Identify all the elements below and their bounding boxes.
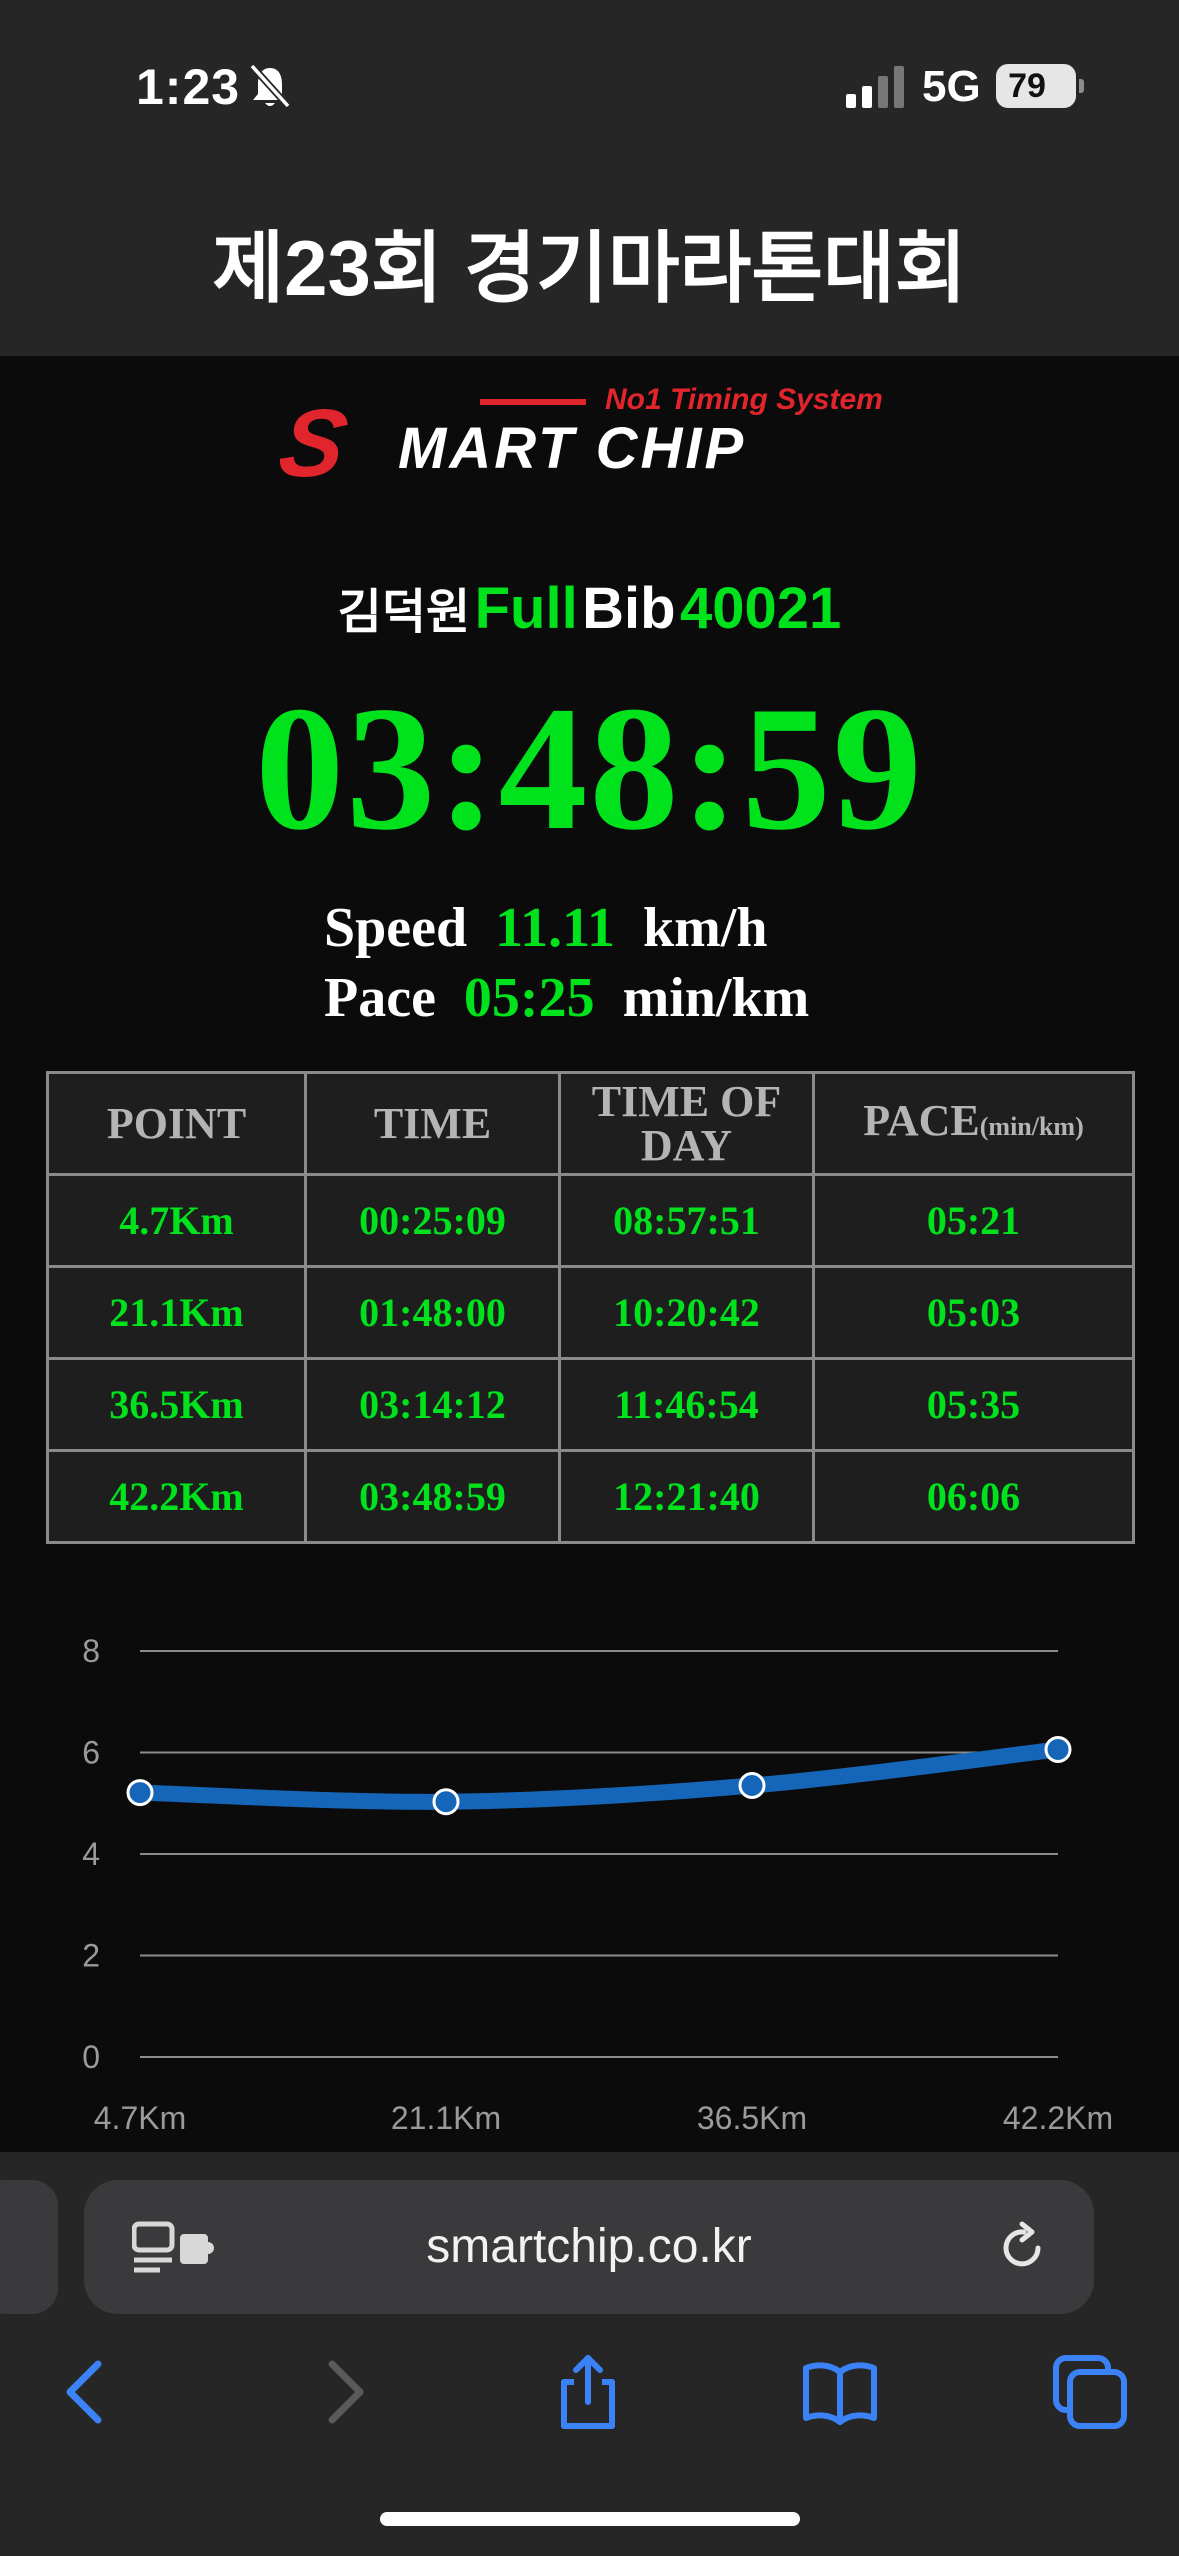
reload-icon[interactable] <box>994 2220 1050 2276</box>
y-tick-label: 8 <box>82 1633 100 1669</box>
address-bar[interactable]: smartchip.co.kr <box>84 2180 1094 2314</box>
pace-chart: 0 2 4 6 8 4.7Km 21.1Km 36.5Km 42.2Km <box>82 1633 1113 2136</box>
cell-pace: 06:06 <box>812 1449 1135 1544</box>
y-tick-label: 4 <box>82 1836 100 1872</box>
tabs-icon[interactable] <box>1050 2352 1130 2432</box>
table-row: 42.2Km 03:48:59 12:21:40 06:06 <box>46 1449 1135 1544</box>
cell-time: 00:25:09 <box>304 1173 561 1268</box>
logo-brand: MART CHIP <box>398 416 746 481</box>
finish-time: 03:48:59 <box>255 669 924 867</box>
x-tick-label: 4.7Km <box>94 2100 186 2136</box>
status-time: 1:23 <box>136 59 241 115</box>
col-header-pace: PACE(min/km) <box>812 1071 1135 1176</box>
pace-value: 05:25 <box>463 967 595 1029</box>
col-header-tod-line2: DAY <box>640 1120 733 1170</box>
y-tick-label: 2 <box>82 1938 100 1974</box>
signal-strength-icon <box>846 66 904 108</box>
network-type: 5G <box>922 62 981 111</box>
logo-tagline: No1 Timing System <box>605 383 883 416</box>
cell-time: 01:48:00 <box>304 1265 561 1360</box>
cell-pace: 05:35 <box>812 1357 1135 1452</box>
home-indicator <box>380 2512 800 2526</box>
data-point <box>1044 1735 1072 1763</box>
table-row: 4.7Km 00:25:09 08:57:51 05:21 <box>46 1173 1135 1268</box>
data-point <box>432 1788 460 1816</box>
y-tick-label: 6 <box>82 1735 100 1771</box>
cell-point: 36.5Km <box>46 1357 307 1452</box>
x-tick-label: 36.5Km <box>697 2100 807 2136</box>
share-icon[interactable] <box>548 2352 628 2432</box>
col-header-time: TIME <box>304 1071 561 1176</box>
speed-label: Speed <box>324 897 468 959</box>
page-menu-icon[interactable] <box>132 2220 252 2276</box>
page-title: 제23회 경기마라톤대회 <box>212 224 967 312</box>
bib-number: 40021 <box>680 576 842 641</box>
bookmarks-icon[interactable] <box>800 2352 880 2432</box>
race-category: Full <box>474 576 578 641</box>
table-row: 36.5Km 03:14:12 11:46:54 05:35 <box>46 1357 1135 1452</box>
series-line <box>132 1741 1066 1810</box>
col-header-pace-unit: (min/km) <box>979 1111 1084 1141</box>
cell-time-of-day: 10:20:42 <box>558 1265 815 1360</box>
cell-pace: 05:21 <box>812 1173 1135 1268</box>
cell-point: 4.7Km <box>46 1173 307 1268</box>
data-point <box>126 1779 154 1807</box>
splits-table: POINT TIME TIME OF DAY PACE(min/km) 4.7K… <box>46 1071 1135 1544</box>
cell-pace: 05:03 <box>812 1265 1135 1360</box>
url-text: smartchip.co.kr <box>426 2220 752 2273</box>
cell-time: 03:14:12 <box>304 1357 561 1452</box>
data-point <box>738 1771 766 1799</box>
previous-tab-preview[interactable] <box>0 2180 58 2314</box>
x-tick-label: 21.1Km <box>391 2100 501 2136</box>
col-header-point: POINT <box>46 1071 307 1176</box>
forward-icon[interactable] <box>302 2352 382 2432</box>
col-header-time-of-day: TIME OF DAY <box>558 1071 815 1176</box>
battery-level: 79 <box>1008 67 1046 105</box>
col-header-tod-line1: TIME OF <box>591 1076 782 1126</box>
pace-unit: min/km <box>622 967 810 1029</box>
runner-info: 김덕원 Full Bib 40021 <box>0 572 1179 642</box>
cell-time-of-day: 11:46:54 <box>558 1357 815 1452</box>
silent-bell-icon <box>249 63 291 109</box>
battery-icon: 79 <box>996 64 1084 108</box>
y-tick-label: 0 <box>82 2039 100 2075</box>
col-header-pace-label: PACE <box>863 1095 980 1145</box>
speed-stat: Speed 11.11 km/h <box>324 896 767 960</box>
back-icon[interactable] <box>48 2352 128 2432</box>
speed-value: 11.11 <box>495 897 615 959</box>
bib-label: Bib <box>582 576 676 641</box>
pace-stat: Pace 05:25 min/km <box>324 966 809 1030</box>
cell-point: 21.1Km <box>46 1265 307 1360</box>
cell-time: 03:48:59 <box>304 1449 561 1544</box>
table-row: 21.1Km 01:48:00 10:20:42 05:03 <box>46 1265 1135 1360</box>
logo-s: S <box>280 389 355 492</box>
pace-label: Pace <box>324 967 436 1029</box>
cell-time-of-day: 08:57:51 <box>558 1173 815 1268</box>
cell-time-of-day: 12:21:40 <box>558 1449 815 1544</box>
speed-unit: km/h <box>642 897 768 959</box>
x-tick-label: 42.2Km <box>1003 2100 1113 2136</box>
table-header-row: POINT TIME TIME OF DAY PACE(min/km) <box>46 1071 1135 1176</box>
browser-toolbar: smartchip.co.kr <box>0 2152 1179 2556</box>
smartchip-logo: No1 Timing System S MART CHIP <box>280 383 883 492</box>
top-header: 1:23 5G 79 제23회 경기마라톤대회 <box>0 0 1179 356</box>
cell-point: 42.2Km <box>46 1449 307 1544</box>
runner-name: 김덕원 <box>337 586 471 639</box>
